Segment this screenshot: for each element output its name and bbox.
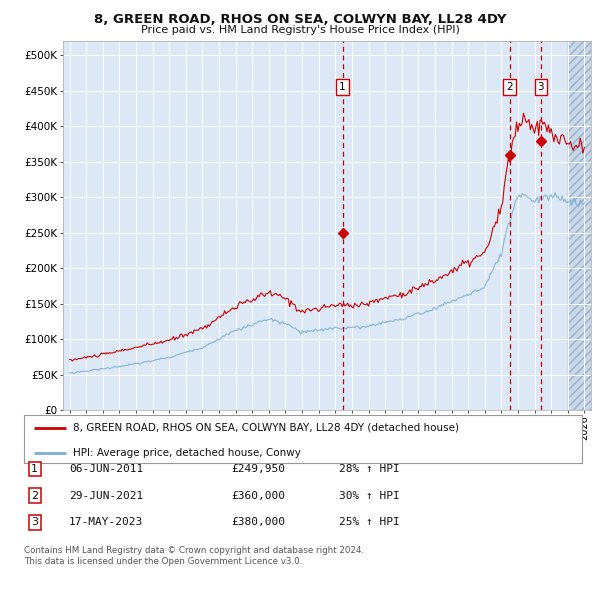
Text: Contains HM Land Registry data © Crown copyright and database right 2024.: Contains HM Land Registry data © Crown c… xyxy=(24,546,364,555)
Text: 30% ↑ HPI: 30% ↑ HPI xyxy=(339,491,400,500)
Text: 8, GREEN ROAD, RHOS ON SEA, COLWYN BAY, LL28 4DY: 8, GREEN ROAD, RHOS ON SEA, COLWYN BAY, … xyxy=(94,13,506,26)
Text: £249,950: £249,950 xyxy=(231,464,285,474)
Text: 17-MAY-2023: 17-MAY-2023 xyxy=(69,517,143,527)
Text: This data is licensed under the Open Government Licence v3.0.: This data is licensed under the Open Gov… xyxy=(24,558,302,566)
Text: Price paid vs. HM Land Registry's House Price Index (HPI): Price paid vs. HM Land Registry's House … xyxy=(140,25,460,35)
Text: 3: 3 xyxy=(538,83,544,93)
Text: £380,000: £380,000 xyxy=(231,517,285,527)
Text: 25% ↑ HPI: 25% ↑ HPI xyxy=(339,517,400,527)
Bar xyxy=(568,41,591,410)
Text: 28% ↑ HPI: 28% ↑ HPI xyxy=(339,464,400,474)
Text: £360,000: £360,000 xyxy=(231,491,285,500)
Text: 1: 1 xyxy=(31,464,38,474)
Bar xyxy=(568,41,591,410)
Text: 1: 1 xyxy=(339,83,346,93)
Text: 8, GREEN ROAD, RHOS ON SEA, COLWYN BAY, LL28 4DY (detached house): 8, GREEN ROAD, RHOS ON SEA, COLWYN BAY, … xyxy=(73,423,459,433)
Text: 2: 2 xyxy=(31,491,38,500)
Text: 29-JUN-2021: 29-JUN-2021 xyxy=(69,491,143,500)
Text: 3: 3 xyxy=(31,517,38,527)
Text: 06-JUN-2011: 06-JUN-2011 xyxy=(69,464,143,474)
Text: HPI: Average price, detached house, Conwy: HPI: Average price, detached house, Conw… xyxy=(73,447,301,457)
Text: 2: 2 xyxy=(506,83,513,93)
